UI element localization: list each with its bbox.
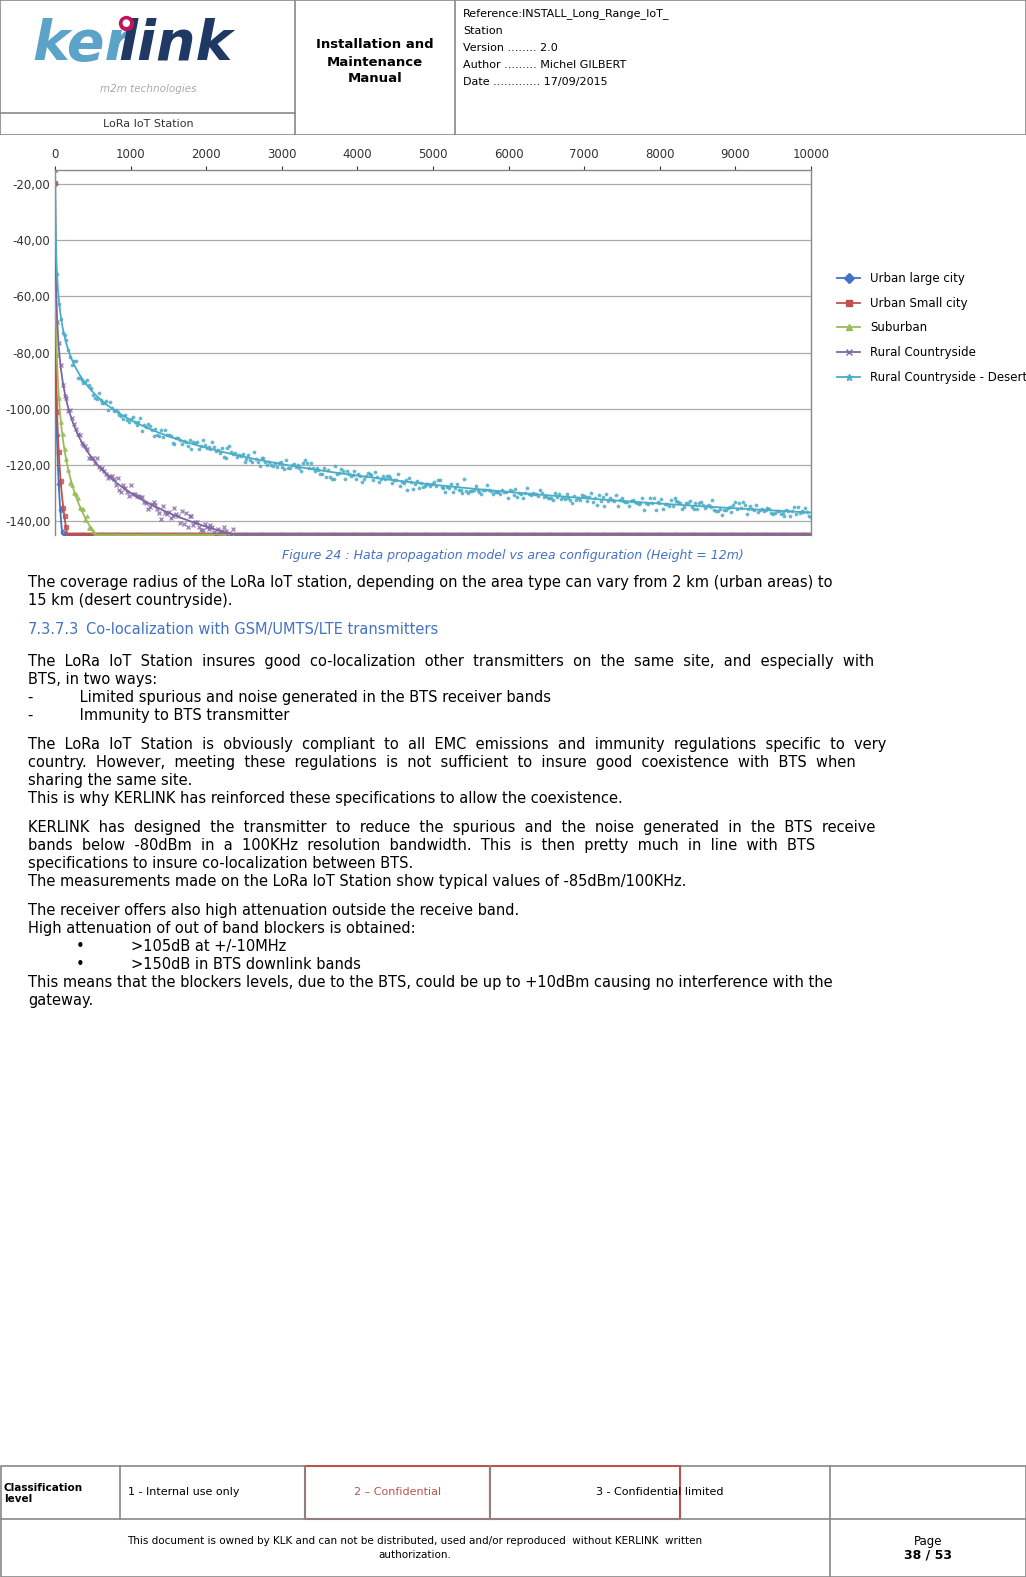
Text: Author ......... Michel GILBERT: Author ......... Michel GILBERT (463, 60, 626, 69)
Bar (490, 1465, 680, 1519)
Text: Reference:INSTALL_Long_Range_IoT_: Reference:INSTALL_Long_Range_IoT_ (463, 8, 670, 19)
Text: Maintenance: Maintenance (327, 55, 423, 68)
Text: Installation and: Installation and (316, 38, 434, 52)
Text: This is why KERLINK has reinforced these specifications to allow the coexistence: This is why KERLINK has reinforced these… (28, 792, 623, 806)
Text: authorization.: authorization. (379, 1550, 451, 1560)
Text: 1 - Internal use only: 1 - Internal use only (128, 1487, 239, 1497)
Text: level: level (4, 1493, 32, 1504)
Text: LoRa IoT Station: LoRa IoT Station (103, 118, 193, 129)
Text: The  LoRa  IoT  Station  is  obviously  compliant  to  all  EMC  emissions  and : The LoRa IoT Station is obviously compli… (28, 736, 886, 752)
Text: 7.3.7.3: 7.3.7.3 (28, 621, 79, 637)
Text: Co-localization with GSM/UMTS/LTE transmitters: Co-localization with GSM/UMTS/LTE transm… (86, 621, 438, 637)
Text: m2m technologies: m2m technologies (100, 84, 196, 95)
Text: Page: Page (914, 1534, 942, 1547)
Text: -          Limited spurious and noise generated in the BTS receiver bands: - Limited spurious and noise generated i… (28, 691, 551, 705)
Text: Date ............. 17/09/2015: Date ............. 17/09/2015 (463, 77, 607, 87)
Legend: Urban large city, Urban Small city, Suburban, Rural Countryside, Rural Countrysi: Urban large city, Urban Small city, Subu… (832, 267, 1026, 390)
Bar (305, 1465, 490, 1519)
Text: specifications to insure co-localization between BTS.: specifications to insure co-localization… (28, 856, 413, 871)
Text: country.  However,  meeting  these  regulations  is  not  sufficient  to  insure: country. However, meeting these regulati… (28, 755, 856, 770)
Text: 38 / 53: 38 / 53 (904, 1549, 952, 1561)
Text: The  LoRa  IoT  Station  insures  good  co-localization  other  transmitters  on: The LoRa IoT Station insures good co-loc… (28, 654, 874, 669)
Text: This document is owned by KLK and can not be distributed, used and/or reproduced: This document is owned by KLK and can no… (127, 1536, 703, 1545)
Text: gateway.: gateway. (28, 992, 93, 1008)
Text: •          >150dB in BTS downlink bands: • >150dB in BTS downlink bands (76, 957, 361, 971)
Text: bands  below  -80dBm  in  a  100KHz  resolution  bandwidth.  This  is  then  pre: bands below -80dBm in a 100KHz resolutio… (28, 837, 816, 853)
Text: This means that the blockers levels, due to the BTS, could be up to +10dBm causi: This means that the blockers levels, due… (28, 975, 833, 990)
Text: Manual: Manual (348, 73, 402, 85)
Text: KERLINK  has  designed  the  transmitter  to  reduce  the  spurious  and  the  n: KERLINK has designed the transmitter to … (28, 820, 875, 834)
Text: ●: ● (122, 17, 130, 28)
Text: 15 km (desert countryside).: 15 km (desert countryside). (28, 593, 233, 609)
Text: sharing the same site.: sharing the same site. (28, 773, 193, 788)
Text: Figure 24 : Hata propagation model vs area configuration (Height = 12m): Figure 24 : Hata propagation model vs ar… (282, 549, 744, 563)
Text: Classification: Classification (4, 1482, 83, 1493)
Text: ker: ker (32, 17, 132, 73)
Text: 2 – Confidential: 2 – Confidential (354, 1487, 441, 1497)
Text: High attenuation of out of band blockers is obtained:: High attenuation of out of band blockers… (28, 921, 416, 935)
Text: The coverage radius of the LoRa IoT station, depending on the area type can vary: The coverage radius of the LoRa IoT stat… (28, 576, 832, 590)
Text: BTS, in two ways:: BTS, in two ways: (28, 672, 157, 688)
Text: Station: Station (463, 25, 503, 36)
Text: The measurements made on the LoRa IoT Station show typical values of -85dBm/100K: The measurements made on the LoRa IoT St… (28, 874, 686, 889)
Text: Version ........ 2.0: Version ........ 2.0 (463, 43, 558, 54)
Text: 3 - Confidential limited: 3 - Confidential limited (596, 1487, 723, 1497)
Text: The receiver offers also high attenuation outside the receive band.: The receiver offers also high attenuatio… (28, 902, 519, 918)
Text: link: link (118, 17, 232, 73)
Text: -          Immunity to BTS transmitter: - Immunity to BTS transmitter (28, 708, 289, 724)
Text: •          >105dB at +/-10MHz: • >105dB at +/-10MHz (76, 938, 286, 954)
